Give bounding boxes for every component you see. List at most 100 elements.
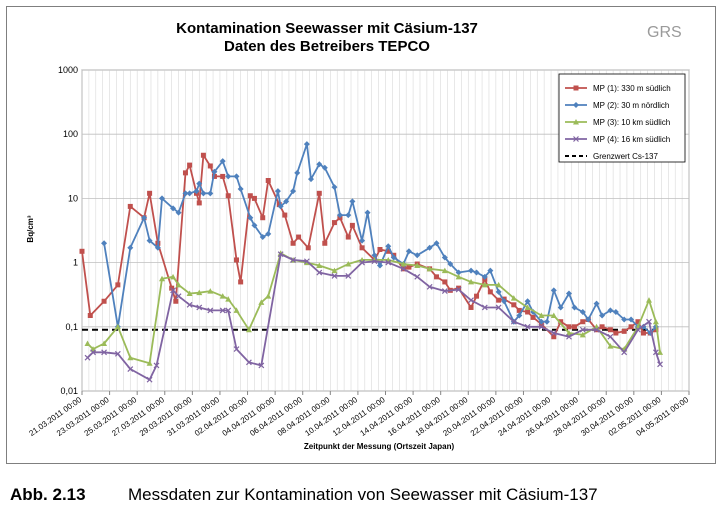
- series-4-point: [414, 273, 421, 280]
- series-1-point: [640, 330, 646, 336]
- series-1-point: [359, 245, 365, 251]
- y-axis-label: Bq/cm³: [26, 215, 35, 242]
- legend-label: Grenzwert Cs-137: [593, 152, 658, 161]
- series-1-point: [442, 279, 448, 285]
- series-4-point: [607, 333, 614, 340]
- figure-number: Abb. 2.13: [10, 485, 86, 504]
- legend-swatch-marker: [573, 102, 579, 108]
- series-4-point: [146, 376, 153, 383]
- series-3-point: [645, 297, 652, 303]
- series-1-point: [196, 200, 202, 206]
- series-4: [84, 251, 663, 383]
- series-2-point: [390, 254, 397, 261]
- series-1-point: [525, 309, 531, 315]
- series-2-point: [447, 261, 454, 268]
- series-1-point: [530, 314, 536, 320]
- series-1-point: [406, 264, 412, 270]
- series-3-point: [657, 349, 664, 355]
- series-4-point: [114, 350, 121, 357]
- series-4-point: [153, 362, 160, 369]
- series-4-point: [426, 283, 433, 290]
- series-2-point: [247, 214, 254, 221]
- series-2-point: [207, 190, 214, 197]
- series-1-point: [635, 319, 641, 325]
- series-1-point: [316, 190, 322, 196]
- series-2-point: [543, 318, 550, 325]
- series-4-point: [277, 251, 284, 258]
- series-2-point: [331, 184, 338, 191]
- series-4-point: [316, 269, 323, 276]
- series-2-point: [303, 141, 310, 148]
- series-2-point: [211, 168, 218, 175]
- series-1-point: [251, 195, 257, 201]
- series-1-point: [225, 193, 231, 199]
- series-2-point: [349, 198, 356, 205]
- series-2-point: [294, 169, 301, 176]
- series-1-point: [345, 234, 351, 240]
- series-4-point: [621, 349, 628, 356]
- series-2-point: [237, 186, 244, 193]
- series-3-point: [127, 354, 134, 361]
- series-2-point: [550, 287, 557, 294]
- series-1-point: [456, 285, 462, 291]
- series-3-point: [565, 330, 572, 336]
- series-3-point: [510, 295, 517, 301]
- series-4-point: [170, 287, 176, 294]
- series-4-point: [385, 259, 392, 266]
- series-2-point: [290, 188, 297, 195]
- series-3-point: [245, 326, 252, 333]
- series-1-point: [200, 152, 206, 158]
- y-tick-label: 10: [68, 193, 78, 203]
- series-1-point: [173, 298, 179, 304]
- series-1-point: [434, 274, 440, 280]
- series-4-point: [524, 323, 531, 330]
- series-2-point: [376, 262, 383, 269]
- series-4-point: [538, 323, 545, 330]
- y-tick-label: 100: [63, 129, 78, 139]
- series-4-point: [468, 297, 474, 304]
- series-1-point: [628, 324, 634, 330]
- series-2-point: [336, 212, 343, 219]
- series-4-point: [196, 304, 203, 311]
- legend-label: MP (1): 330 m südlich: [593, 84, 671, 93]
- series-3-point: [579, 331, 586, 338]
- series-1-point: [238, 279, 244, 285]
- series-1-point: [220, 173, 226, 179]
- series-1-line: [81, 154, 657, 338]
- series-2-point: [621, 316, 628, 323]
- series-3-point: [331, 267, 338, 274]
- chart-svg: Kontamination Seewasser mit Cäsium-137 D…: [26, 20, 691, 451]
- series-1-point: [79, 248, 85, 254]
- series-1-point: [305, 245, 311, 251]
- series-2-point: [612, 309, 619, 316]
- series-2-point: [170, 205, 177, 212]
- series-1-point: [599, 324, 605, 330]
- series-3-point: [258, 299, 265, 305]
- series-2-point: [468, 267, 475, 274]
- series-4-point: [593, 326, 600, 333]
- series-2-point: [159, 195, 166, 202]
- series-3-point: [101, 340, 108, 346]
- series-2-point: [359, 237, 366, 244]
- series-1-point: [207, 163, 213, 169]
- series-2-point: [385, 243, 392, 250]
- series-4-point: [371, 258, 378, 265]
- series-2-point: [579, 309, 586, 316]
- y-tick-label: 0,01: [60, 386, 78, 396]
- series-1-point: [331, 220, 337, 226]
- series-1-point: [182, 170, 188, 176]
- series-2-point: [628, 316, 635, 323]
- series-2-point: [154, 244, 161, 251]
- series-1-point: [580, 319, 586, 325]
- series-4-point: [455, 286, 462, 293]
- series-2-point: [405, 248, 412, 255]
- y-tick-label: 0,1: [65, 322, 78, 332]
- series-3-point: [84, 340, 91, 346]
- series-3-point: [146, 360, 153, 366]
- series-3-point: [441, 267, 448, 274]
- x-axis-label: Zeitpunkt der Messung (Ortszeit Japan): [304, 442, 455, 451]
- series-3-point: [481, 281, 488, 288]
- series-4-point: [400, 265, 407, 272]
- series-1-point: [147, 190, 153, 196]
